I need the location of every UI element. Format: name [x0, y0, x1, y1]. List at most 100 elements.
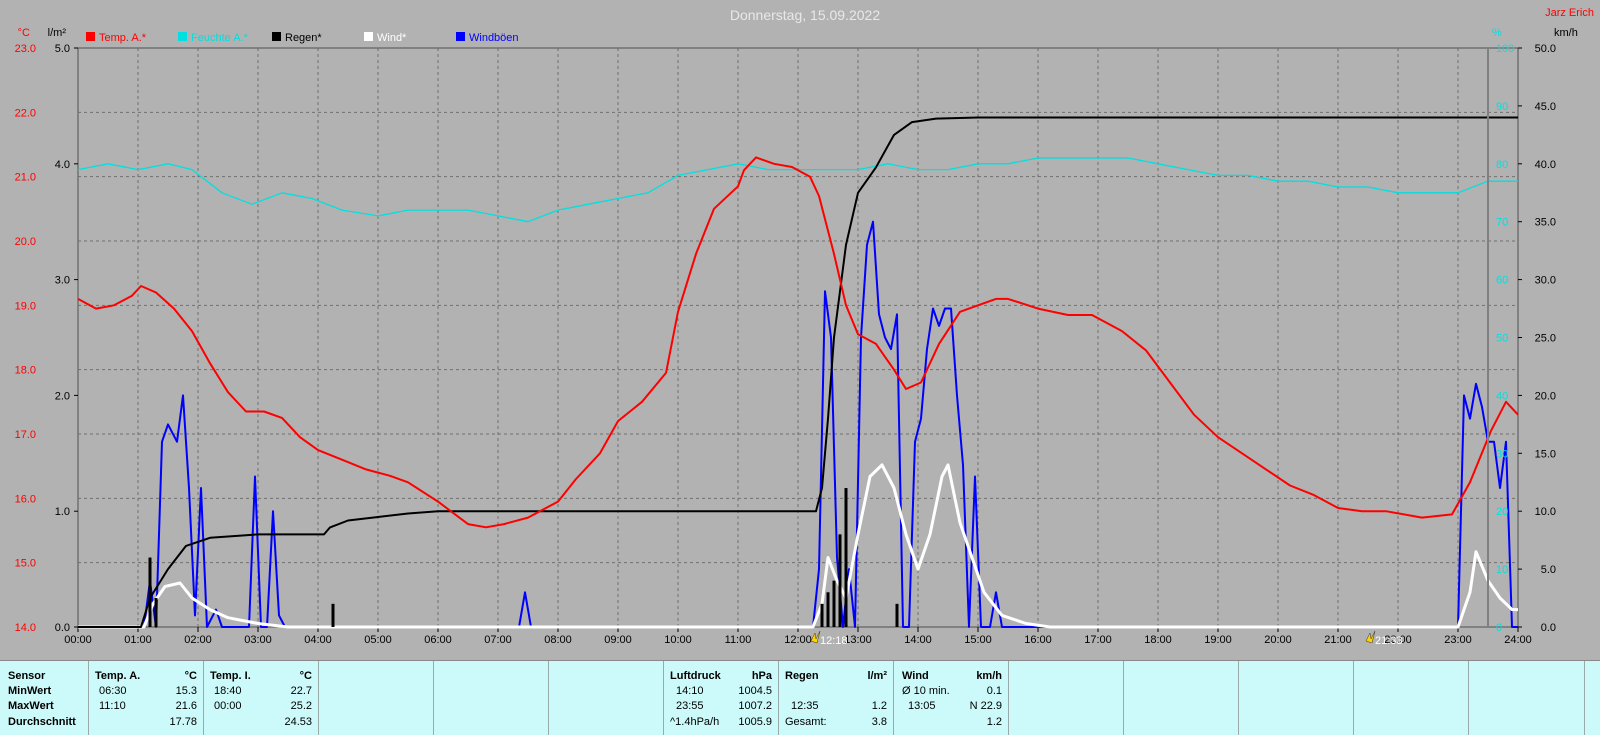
series-line-windb-en — [78, 220, 1518, 628]
data-series — [77, 116, 1519, 629]
x-tick-label: 21:00 — [1324, 634, 1352, 646]
humidity-tick-label: 50 — [1496, 333, 1508, 345]
series-line-temp-a — [77, 156, 1519, 529]
rain-max-val: 1.2 — [871, 700, 887, 712]
legend: Temp. A.* Feuchte A.* Regen* Wind* Windböen — [86, 32, 519, 44]
maxwert-label: MaxWert — [8, 700, 54, 712]
grid-lines — [77, 48, 1519, 632]
wind-min-val: 0.1 — [986, 685, 1002, 697]
temp-tick-label: 19.0 — [15, 300, 36, 312]
x-tick-label: 03:00 — [244, 634, 272, 646]
humidity-tick-label: 40 — [1496, 390, 1508, 402]
x-tick-label: 11:00 — [725, 634, 752, 646]
temp-tick-label: 15.0 — [15, 558, 36, 570]
rain-tick-label: 5.0 — [55, 43, 70, 55]
rain-bar — [820, 603, 824, 627]
minwert-label: MinWert — [8, 685, 52, 697]
temp-a-unit: °C — [184, 670, 197, 682]
empty-column-7 — [1354, 661, 1469, 735]
temp-a-min-val: 15.3 — [175, 685, 197, 697]
humidity-tick-label: 90 — [1496, 101, 1508, 113]
x-tick-label: 10:00 — [664, 634, 692, 646]
legend-label: Wind* — [377, 32, 407, 44]
sensor-column: Sensor MinWert MaxWert Durchschnitt — [0, 661, 89, 735]
wind-column: Wind km/h Ø 10 min. 0.1 13:05 N 22.9 1.2 — [894, 661, 1009, 735]
x-tick-label: 15:00 — [964, 634, 992, 646]
stats-panel: Sensor MinWert MaxWert Durchschnitt Temp… — [0, 660, 1600, 735]
wind-tick-label: 35.0 — [1535, 217, 1556, 229]
temp-i-min-val: 22.7 — [290, 685, 312, 697]
temp-a-title: Temp. A. — [95, 670, 141, 682]
temp-tick-label: 18.0 — [15, 365, 36, 377]
lightning-icon — [810, 630, 821, 644]
x-tick-label: 24:00 — [1504, 634, 1532, 646]
wind-tick-label: 50.0 — [1535, 43, 1556, 55]
legend-label: Temp. A.* — [99, 32, 147, 44]
x-tick-label: 23:00 — [1444, 634, 1472, 646]
x-tick-label: 18:00 — [1144, 634, 1172, 646]
pressure-title: Luftdruck — [670, 670, 721, 682]
temp-unit-label: °C — [18, 27, 30, 39]
pressure-max-val: 1007.2 — [738, 700, 772, 712]
x-tick-label: 08:00 — [544, 634, 572, 646]
humidity-tick-label: 10 — [1496, 564, 1508, 576]
temp-a-max-time: 11:10 — [99, 700, 126, 712]
humidity-tick-label: 20 — [1496, 506, 1508, 518]
temp-a-max-val: 21.6 — [175, 700, 197, 712]
rain-bar — [844, 488, 848, 627]
sensor-header: Sensor — [8, 670, 46, 682]
rain-bar — [838, 534, 842, 627]
pressure-max-time: 23:55 — [676, 700, 704, 712]
x-tick-label: 22:00 — [1384, 634, 1412, 646]
x-tick-label: 04:00 — [304, 634, 332, 646]
author-label: Jarz Erich — [1545, 7, 1594, 19]
rain-bar — [148, 557, 152, 627]
temp-tick-label: 16.0 — [15, 493, 36, 505]
humidity-tick-label: 60 — [1496, 275, 1508, 287]
x-tick-label: 14:00 — [904, 634, 932, 646]
rain-tick-label: 3.0 — [55, 275, 70, 287]
rain-tick-label: 4.0 — [55, 159, 70, 171]
wind-tick-label: 30.0 — [1535, 275, 1556, 287]
axis-labels: 00:00 01:00 02:00 03:00 04:00 05:00 06:00 07:00… — [15, 27, 1578, 647]
temp-i-max-val: 25.2 — [290, 700, 312, 712]
wind-tick-label: 0.0 — [1541, 622, 1556, 634]
temp-i-unit: °C — [299, 670, 312, 682]
rain-bar — [331, 603, 335, 627]
x-tick-label: 01:00 — [124, 634, 152, 646]
pressure-avg: 1005.9 — [738, 716, 772, 728]
pressure-unit: hPa — [751, 670, 772, 682]
temp-tick-label: 21.0 — [15, 172, 36, 184]
chart-svg: 00:00 01:00 02:00 03:00 04:00 05:00 06:00 07:00… — [15, 7, 1594, 647]
wind-unit-label: km/h — [1554, 27, 1578, 39]
x-tick-label: 19:00 — [1204, 634, 1232, 646]
wind-title: Wind — [902, 670, 929, 682]
x-tick-label: 00:00 — [64, 634, 92, 646]
humidity-tick-label: 70 — [1496, 217, 1508, 229]
pressure-column: Luftdruck hPa 14:10 1004.5 23:55 1007.2 … — [664, 661, 779, 735]
x-tick-label: 12:00 — [784, 634, 812, 646]
wind-tick-label: 25.0 — [1535, 333, 1556, 345]
x-tick-label: 20:00 — [1264, 634, 1292, 646]
weather-chart: 00:00 01:00 02:00 03:00 04:00 05:00 06:00 07:00… — [15, 7, 1594, 647]
pressure-min-val: 1004.5 — [738, 685, 772, 697]
wind-tick-label: 20.0 — [1535, 390, 1556, 402]
wind-min-label: Ø 10 min. — [902, 685, 950, 697]
temp-a-column: Temp. A. °C 06:30 15.3 11:10 21.6 17.78 — [89, 661, 204, 735]
wind-tick-label: 10.0 — [1535, 506, 1556, 518]
wind-tick-label: 5.0 — [1541, 564, 1556, 576]
empty-column-2 — [434, 661, 549, 735]
rain-bar — [154, 598, 158, 627]
legend-label: Windböen — [469, 32, 519, 44]
rain-unit: l/m² — [867, 670, 887, 682]
temp-i-avg: 24.53 — [284, 716, 312, 728]
rain-tick-label: 0.0 — [55, 622, 70, 634]
temp-a-min-time: 06:30 — [99, 685, 127, 697]
empty-column-6 — [1239, 661, 1354, 735]
humidity-tick-label: 100 — [1496, 43, 1514, 55]
temp-i-column: Temp. I. °C 18:40 22.7 00:00 25.2 24.53 — [204, 661, 319, 735]
temp-tick-label: 23.0 — [15, 43, 36, 55]
empty-column-5 — [1124, 661, 1239, 735]
legend-swatch — [86, 32, 95, 41]
legend-swatch — [272, 32, 281, 41]
